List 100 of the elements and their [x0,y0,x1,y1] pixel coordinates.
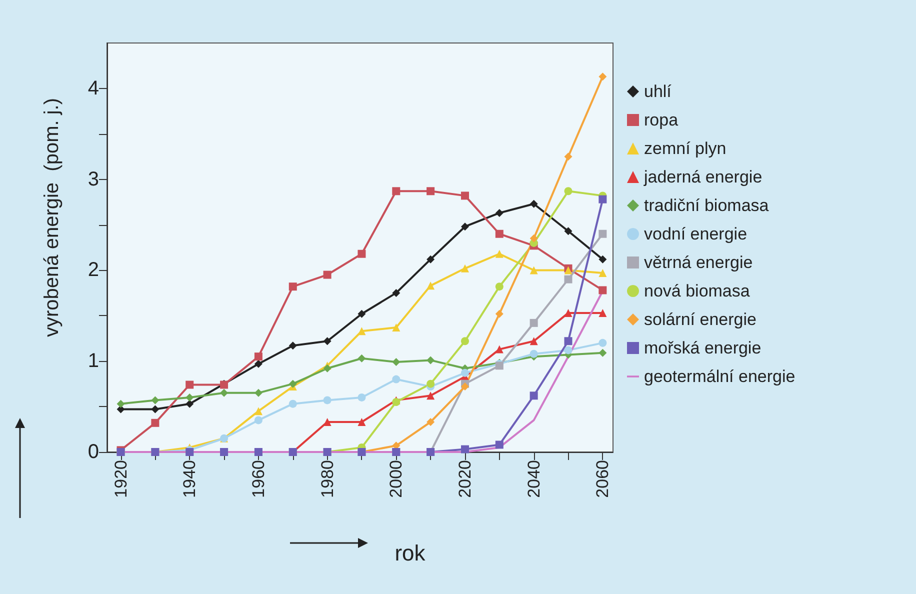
point [426,380,435,388]
point [426,418,435,426]
legend-label: nová biomasa [644,282,750,300]
point [392,187,400,196]
point [186,380,194,389]
legend-label: vodní energie [644,224,748,244]
point [358,327,366,336]
point [564,346,572,354]
point [323,337,332,346]
point [564,187,572,196]
point [116,400,125,408]
point [460,382,469,391]
point [323,270,332,279]
point [598,268,607,277]
x-tick-label: 1980 [318,460,337,498]
point [564,308,572,317]
x-tick-label: 2060 [593,460,612,498]
point [151,418,160,427]
point [358,418,366,426]
point [254,388,262,397]
point [564,152,572,161]
y-tick-label: 2 [88,259,99,282]
point [598,308,607,317]
point [358,354,366,362]
x-axis-title: rok [394,540,426,566]
point [392,288,400,297]
point [530,350,538,358]
y-axis-title: vyrobená energie (pom. j.) [41,98,63,338]
point [254,407,262,416]
point [598,230,607,238]
point [530,266,538,274]
point [460,192,469,200]
x-tick-label: 1960 [248,460,268,498]
point [288,400,297,408]
y-tick-label: 4 [88,77,99,100]
legend-label: větrná energie [644,253,753,272]
point [495,345,504,354]
point [426,356,435,364]
point [186,400,194,408]
point [495,250,504,258]
point [530,392,538,400]
legend-label: geotermální energie [644,367,796,386]
legend-label: solární energie [644,310,756,329]
point [460,264,469,272]
point [288,282,297,291]
y-tick-label: 0 [88,441,99,463]
point [598,338,607,347]
point [564,275,572,284]
point [530,200,538,208]
point [392,375,400,384]
point [495,440,504,449]
point [151,405,160,414]
point [323,396,332,404]
point [186,393,194,402]
point [254,360,262,368]
point [598,72,607,81]
point [254,416,262,424]
point [288,380,297,388]
x-tick-label: 2040 [524,460,544,498]
point [288,342,297,350]
point [254,352,262,361]
point [358,250,366,258]
point [358,393,366,402]
point [151,396,160,404]
point [392,323,400,332]
point [460,337,469,346]
point [530,337,538,346]
point [460,368,469,377]
legend-label: mořská energie [644,338,762,358]
x-tick-label: 1920 [111,460,130,498]
point [598,348,607,357]
point [323,418,332,426]
legend-label: zemní plyn [644,139,726,158]
point [530,234,538,242]
point [495,282,504,291]
legend-label: tradiční biomasa [644,196,770,215]
y-tick-label: 3 [88,168,99,190]
point [564,227,572,236]
point [426,255,435,264]
x-tick-label: 2000 [386,460,406,498]
x-tick-label: 1940 [180,460,200,498]
point [426,187,435,196]
point [598,255,607,264]
point [392,358,400,366]
point [220,388,228,397]
point [460,222,469,231]
legend-label: uhlí [644,82,672,101]
point [460,445,469,454]
point [426,282,435,290]
point [495,230,504,238]
point [426,392,435,400]
legend-label: ropa [644,110,679,130]
point [495,310,504,318]
point [323,364,332,372]
point [598,286,607,294]
point [495,208,504,217]
point [530,318,538,327]
point [358,310,366,318]
x-tick-label: 2020 [455,460,474,498]
y-tick-label: 1 [88,350,99,372]
